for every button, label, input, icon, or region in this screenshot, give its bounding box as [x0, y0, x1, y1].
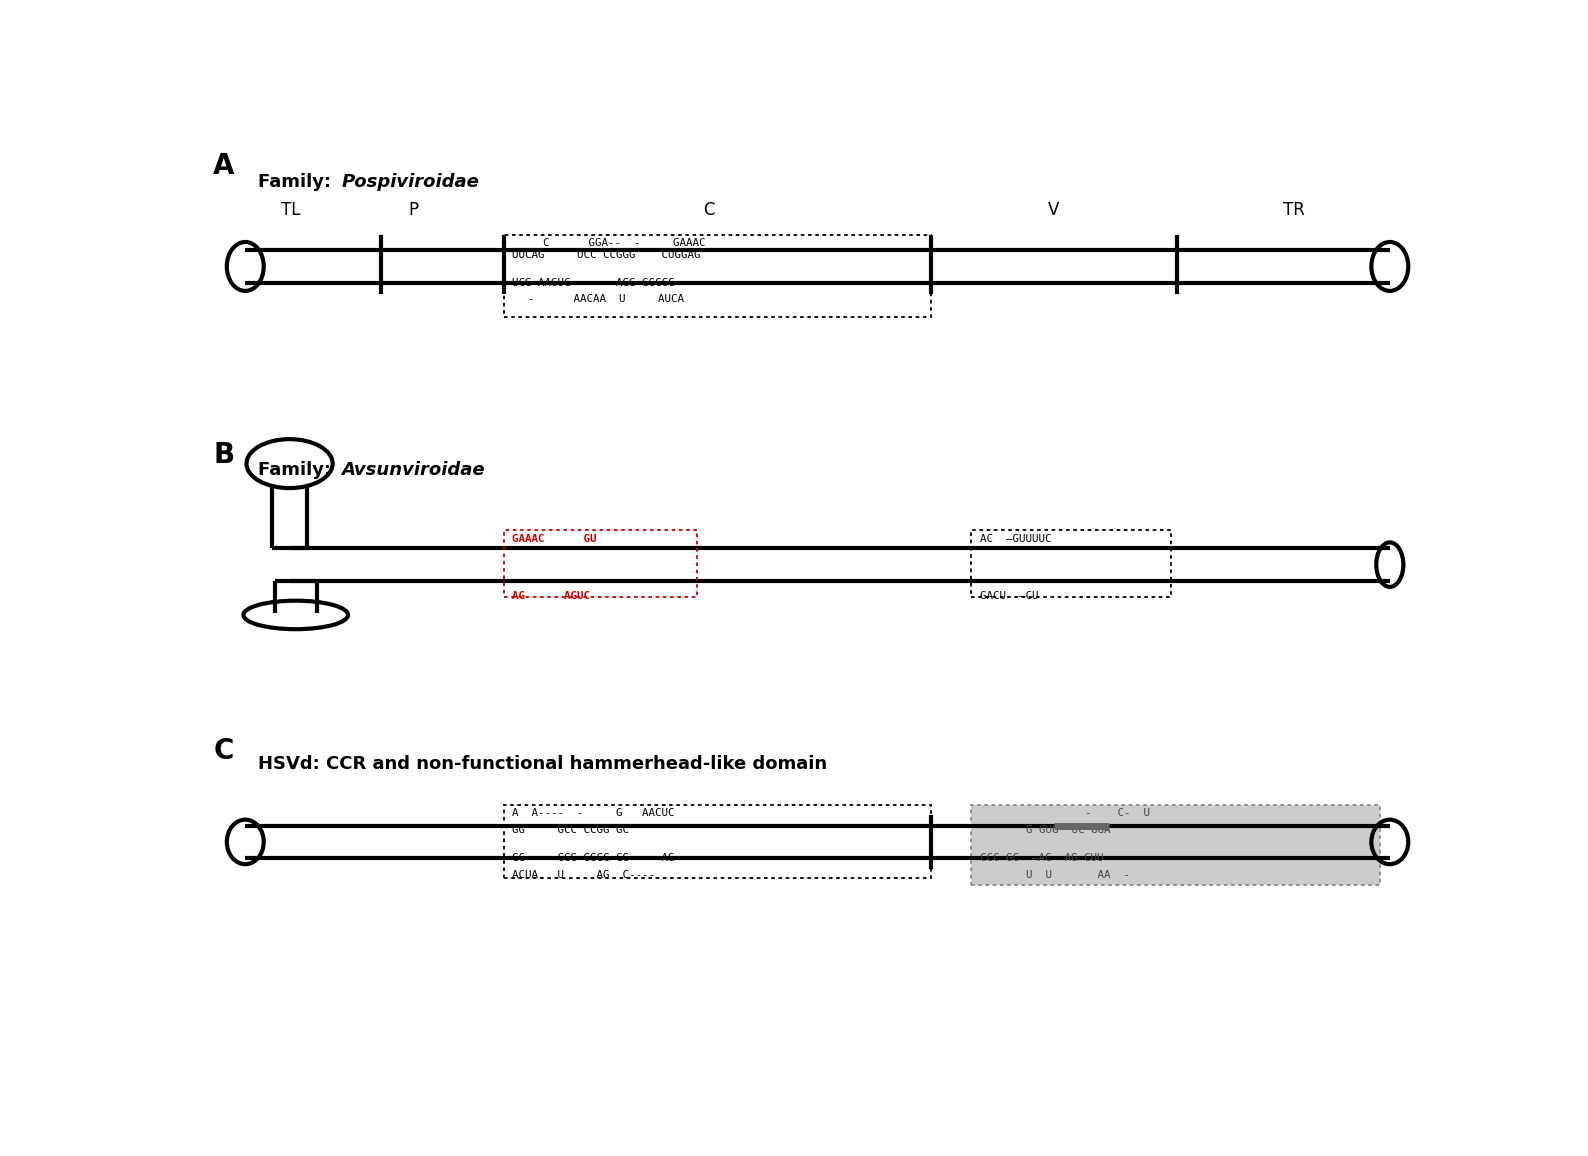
Text: AC  –GUUUUC: AC –GUUUUC	[980, 534, 1051, 544]
Text: A  A----  -     G   AACUC: A A---- - G AACUC	[513, 808, 675, 818]
Text: P: P	[408, 201, 419, 218]
Text: Pospiviroidae: Pospiviroidae	[341, 172, 480, 191]
Text: GACU  –CU: GACU –CU	[980, 591, 1039, 601]
Text: C: C	[703, 201, 715, 218]
Text: HSVd: CCR and non-functional hammerhead-like domain: HSVd: CCR and non-functional hammerhead-…	[257, 755, 827, 772]
Bar	[503, 235, 931, 317]
Bar	[972, 805, 1380, 884]
Text: G GUG  UC GGA: G GUG UC GGA	[1026, 825, 1110, 835]
Text: V: V	[1048, 201, 1059, 218]
Text: UCG AAGUC       AGG GGCCC: UCG AAGUC AGG GGCCC	[513, 279, 675, 289]
Bar	[972, 531, 1170, 598]
Text: -    C-  U: - C- U	[1085, 808, 1150, 818]
Text: C      GGA--  -     GAAAC: C GGA-- - GAAAC	[543, 238, 705, 249]
Text: U  U       AA  -: U U AA -	[1026, 870, 1129, 881]
Text: UUCAG     UCC CCGGG    CUGGAG: UUCAG UCC CCGGG CUGGAG	[513, 250, 700, 260]
Text: -      AACAA  U     AUCA: - AACAA U AUCA	[529, 294, 684, 304]
Text: AG      AGUC: AG AGUC	[513, 591, 591, 601]
Text: A: A	[213, 153, 235, 180]
Text: B: B	[213, 442, 235, 469]
Text: Avsunviroidae: Avsunviroidae	[341, 461, 484, 479]
Text: ACUA   U     AG  C----: ACUA U AG C----	[513, 870, 656, 881]
Text: C: C	[213, 736, 233, 765]
Bar	[503, 805, 931, 877]
Text: TL: TL	[281, 201, 300, 218]
Text: GAAAC      GU: GAAAC GU	[513, 534, 597, 544]
Text: Family:: Family:	[257, 172, 337, 191]
Text: Family:: Family:	[257, 461, 337, 479]
Text: TR: TR	[1283, 201, 1305, 218]
Bar	[503, 531, 697, 598]
Text: CC     CGG GGCC CG     AG: CC CGG GGCC CG AG	[513, 853, 675, 864]
Text: CCC GC  —AC  AG CUU: CCC GC —AC AG CUU	[980, 853, 1104, 864]
Text: GG     GCC CCGG GC: GG GCC CCGG GC	[513, 825, 629, 835]
